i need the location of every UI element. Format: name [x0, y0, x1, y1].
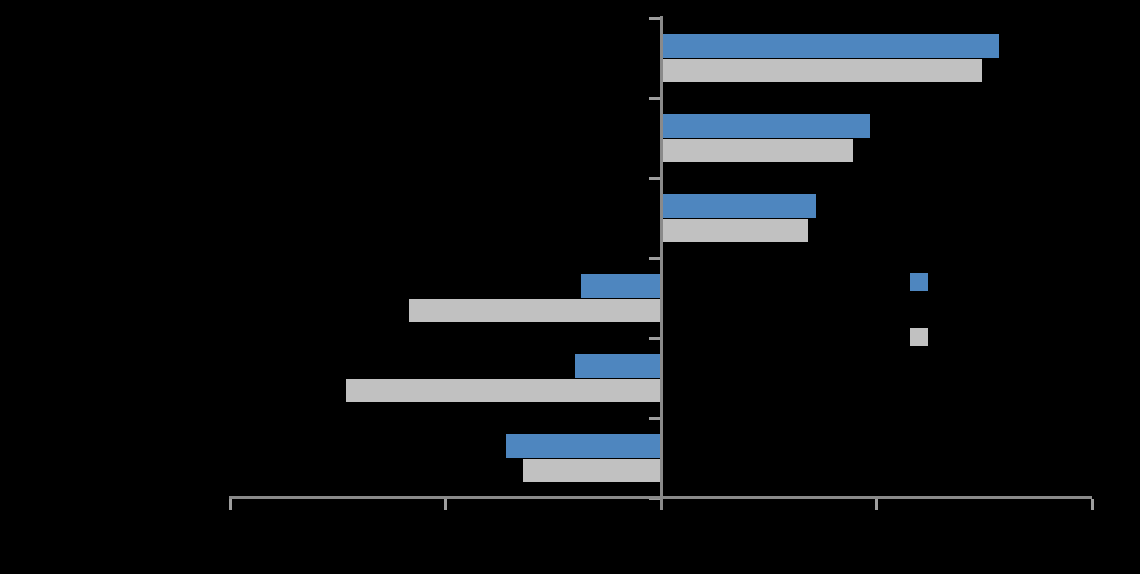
bar-series-2-category-5 — [346, 379, 661, 402]
bar-series-1-category-6 — [505, 434, 661, 458]
bar-series-1-category-4 — [581, 274, 661, 298]
category-axis-tick — [648, 416, 660, 420]
bar-series-1-category-2 — [661, 114, 871, 138]
value-axis-tick — [875, 499, 878, 510]
value-axis-tick — [444, 499, 447, 510]
category-axis-tick — [648, 336, 660, 340]
bar-series-2-category-1 — [661, 59, 983, 82]
category-axis-line — [659, 16, 663, 510]
value-axis-line — [228, 496, 1092, 499]
legend-swatch-series-1 — [910, 273, 928, 291]
value-axis-tick — [228, 499, 232, 510]
bar-series-2-category-2 — [661, 139, 853, 162]
category-axis-tick — [648, 176, 660, 180]
value-axis-tick — [1090, 499, 1094, 510]
bar-series-2-category-6 — [523, 459, 661, 482]
category-axis-tick — [648, 16, 660, 20]
bar-series-1-category-3 — [661, 194, 817, 218]
legend-swatch-series-2 — [910, 328, 928, 346]
bar-series-2-category-3 — [661, 219, 808, 242]
bar-series-1-category-1 — [661, 34, 1000, 58]
bar-series-2-category-4 — [408, 299, 661, 322]
category-axis-tick — [648, 256, 660, 260]
bar-series-1-category-5 — [574, 354, 661, 378]
category-axis-tick — [648, 96, 660, 100]
